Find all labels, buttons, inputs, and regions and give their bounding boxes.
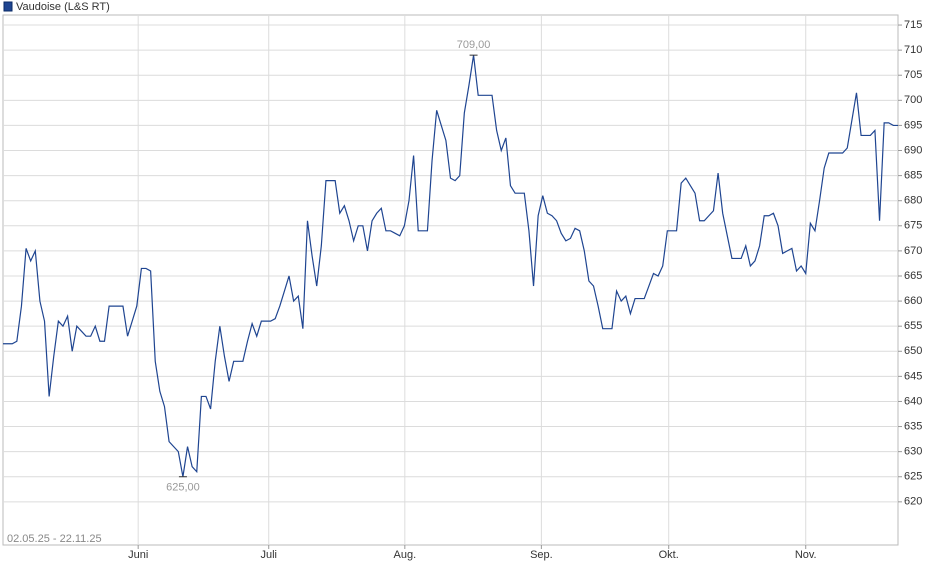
y-tick-label: 640	[904, 395, 922, 407]
y-tick-label: 660	[904, 295, 922, 307]
y-tick-label: 670	[904, 245, 922, 257]
extreme-label: 709,00	[457, 39, 491, 51]
y-tick-label: 625	[904, 471, 922, 483]
date-range: 02.05.25 - 22.11.25	[7, 533, 102, 545]
y-tick-label: 665	[904, 270, 922, 282]
y-tick-label: 645	[904, 370, 922, 382]
x-tick-label: Juni	[128, 549, 148, 561]
legend-swatch	[3, 1, 13, 12]
y-tick-label: 650	[904, 345, 922, 357]
y-tick-label: 700	[904, 94, 922, 106]
y-tick-label: 630	[904, 446, 922, 458]
x-tick-label: Juli	[260, 549, 277, 561]
y-tick-label: 695	[904, 119, 922, 131]
x-tick-label: Aug.	[394, 549, 417, 561]
y-tick-label: 635	[904, 420, 922, 432]
plot-frame	[2, 14, 899, 546]
extreme-label: 625,00	[166, 482, 200, 494]
y-tick-label: 685	[904, 170, 922, 182]
price-line	[3, 55, 898, 477]
legend-label: Vaudoise (L&S RT)	[16, 1, 110, 13]
y-tick-label: 710	[904, 44, 922, 56]
y-tick-label: 680	[904, 195, 922, 207]
y-tick-label: 655	[904, 320, 922, 332]
x-tick-label: Okt.	[659, 549, 679, 561]
y-tick-label: 705	[904, 69, 922, 81]
y-tick-label: 675	[904, 220, 922, 232]
y-tick-label: 690	[904, 144, 922, 156]
y-tick-label: 715	[904, 19, 922, 31]
x-tick-label: Nov.	[795, 549, 817, 561]
y-tick-label: 620	[904, 496, 922, 508]
x-tick-label: Sep.	[530, 549, 553, 561]
